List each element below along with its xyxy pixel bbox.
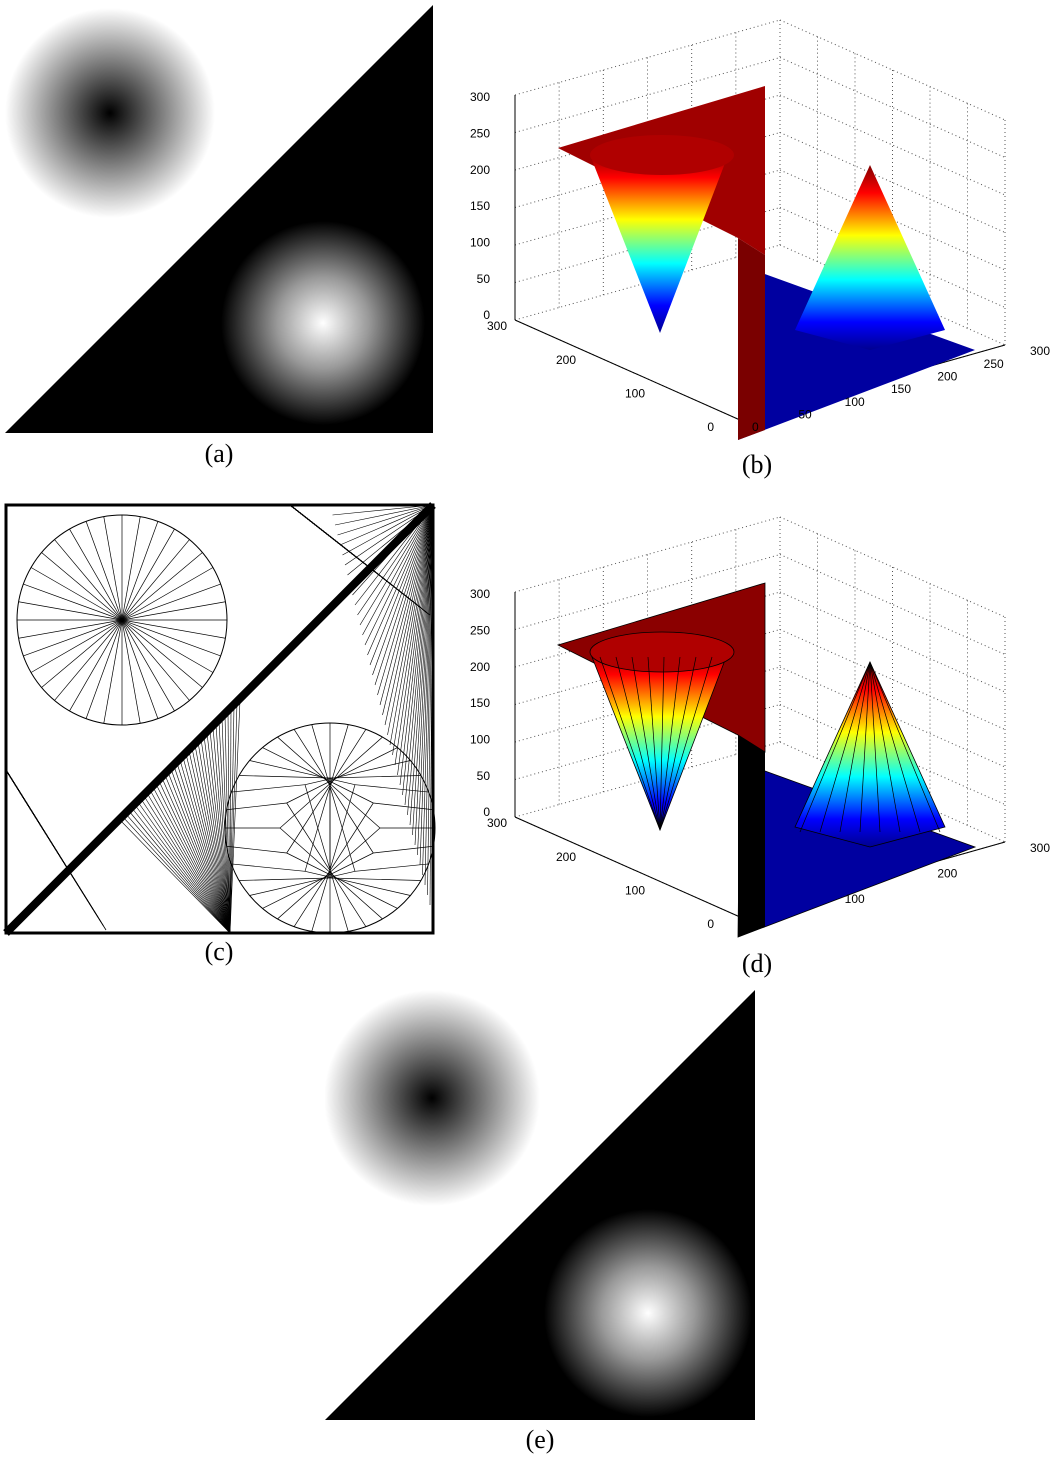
- tick-label: 200: [937, 867, 957, 881]
- tick-label: 250: [984, 357, 1004, 371]
- tick-label: 300: [1030, 344, 1050, 358]
- wall: [738, 238, 765, 440]
- tick-label: 200: [470, 163, 490, 177]
- tick-label: 250: [470, 127, 490, 141]
- tick-label: 100: [470, 733, 490, 747]
- axis: [515, 817, 740, 917]
- funnel: [592, 647, 730, 830]
- tick-label: 50: [477, 272, 491, 286]
- tick-label: 100: [625, 387, 645, 401]
- tick-label: 100: [845, 892, 865, 906]
- figure: (a) (c) (e) (b) (d) 0 50 100 150 200 250 300 0 1…: [0, 0, 1052, 1459]
- tick-label: 150: [470, 696, 490, 710]
- funnel: [592, 150, 730, 333]
- tick-label: 0: [707, 420, 714, 434]
- tick-label: 150: [470, 199, 490, 213]
- tick-label: 300: [470, 90, 490, 104]
- axis: [515, 320, 740, 420]
- caption: (b): [742, 450, 772, 479]
- image-a: [5, 5, 433, 433]
- wall: [738, 735, 765, 937]
- surface-plot: 0501001502002503000100200300050100150200…: [470, 20, 1050, 440]
- funnel-rim: [590, 632, 734, 672]
- tick-label: 0: [752, 917, 759, 931]
- surface-plot: 05010015020025030001002003000100200300: [470, 517, 1050, 937]
- tick-label: 300: [1030, 841, 1050, 855]
- mesh-image: [6, 505, 435, 933]
- tick-label: 250: [470, 624, 490, 638]
- tick-label: 300: [487, 816, 507, 830]
- tick-label: 0: [752, 420, 759, 434]
- tick-label: 200: [556, 353, 576, 367]
- tick-label: 100: [845, 395, 865, 409]
- tick-label: 300: [487, 319, 507, 333]
- tick-label: 0: [707, 917, 714, 931]
- tick-label: 200: [937, 370, 957, 384]
- tick-label: 150: [891, 382, 911, 396]
- tick-label: 100: [470, 236, 490, 250]
- caption: (d): [742, 949, 772, 978]
- image-e: [324, 990, 755, 1420]
- tick-label: 50: [798, 408, 812, 422]
- caption: (e): [526, 1425, 555, 1454]
- tick-label: 200: [556, 850, 576, 864]
- tick-label: 300: [470, 587, 490, 601]
- funnel-rim: [590, 135, 734, 175]
- page: (a) (c) (e) (b) (d) 0 50 100 150 200 250 300 0 1…: [0, 0, 1052, 1459]
- tick-label: 100: [625, 884, 645, 898]
- caption: (a): [205, 439, 234, 468]
- tick-label: 50: [477, 769, 491, 783]
- caption: (c): [205, 937, 234, 966]
- tick-label: 200: [470, 660, 490, 674]
